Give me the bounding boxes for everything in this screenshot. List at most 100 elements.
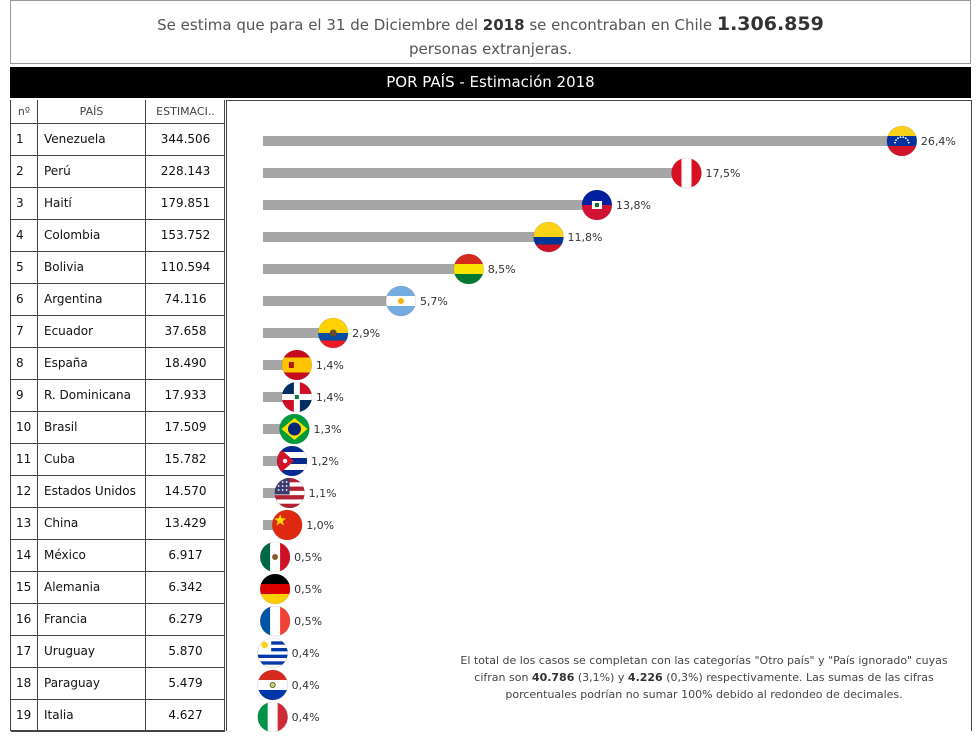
row-country: Estados Unidos (44, 484, 136, 498)
france-flag (260, 606, 291, 636)
table-row[interactable]: 14 México 6.917 (11, 540, 225, 572)
table-row[interactable]: 12 Estados Unidos 14.570 (11, 476, 225, 508)
table-row[interactable]: 2 Perú 228.143 (11, 156, 225, 188)
row-rank: 6 (16, 292, 24, 306)
table-row[interactable]: 3 Haití 179.851 (11, 188, 225, 220)
footnote-value-2: 4.226 (627, 671, 663, 684)
column-header-country[interactable]: PAÍS (38, 100, 145, 124)
row-estimate: 17.933 (164, 388, 207, 402)
row-estimate: 153.752 (160, 228, 211, 242)
china-flag (272, 510, 303, 540)
ecuador-flag (318, 318, 349, 348)
row-country: Ecuador (44, 324, 94, 338)
row-estimate: 14.570 (164, 484, 207, 498)
bar-chart-panel: 26,4% 17,5% 13,8% 11,8% 8,5% 5,7% 2,9% 1,4% 1,4%… (226, 100, 972, 733)
colombia-flag (533, 222, 564, 252)
row-country: Colombia (44, 228, 101, 242)
table-row[interactable]: 9 R. Dominicana 17.933 (11, 380, 225, 412)
table-row[interactable]: 17 Uruguay 5.870 (11, 636, 225, 668)
bar[interactable] (263, 232, 549, 242)
brazil-flag (279, 414, 310, 444)
flag-outline (581, 189, 613, 221)
bar[interactable] (263, 200, 597, 210)
row-country: Perú (44, 164, 71, 178)
bar[interactable] (263, 264, 469, 274)
flag-outline (259, 573, 291, 605)
table-row[interactable]: 15 Alemania 6.342 (11, 572, 225, 604)
data-label: 11,8% (568, 231, 603, 244)
column-header-rank[interactable]: nº (11, 100, 37, 124)
row-rank: 4 (16, 228, 24, 242)
flag-outline (259, 541, 291, 573)
row-estimate: 18.490 (164, 356, 207, 370)
row-rank: 13 (16, 516, 32, 530)
bar[interactable] (263, 360, 297, 370)
table-row[interactable]: 19 Italia 4.627 (11, 700, 225, 732)
data-label: 0,4% (292, 647, 320, 660)
spain-flag (281, 350, 312, 380)
flag-outline (279, 413, 310, 445)
row-rank: 2 (16, 164, 24, 178)
germany-flag (260, 574, 291, 604)
column-divider (37, 100, 38, 731)
data-label: 5,7% (420, 295, 448, 308)
flag-outline (671, 157, 702, 189)
row-estimate: 37.658 (164, 324, 207, 338)
bar[interactable] (263, 168, 687, 178)
footnote: El total de los casos se completan con l… (444, 652, 964, 703)
row-estimate: 344.506 (160, 132, 211, 146)
flag-outline (281, 381, 313, 413)
bar[interactable] (263, 424, 295, 434)
table-row[interactable]: 7 Ecuador 37.658 (11, 316, 225, 348)
row-rank: 11 (16, 452, 32, 466)
data-label: 0,4% (292, 679, 320, 692)
data-label: 1,3% (313, 423, 341, 436)
row-country: Francia (44, 612, 88, 626)
footnote-pct-2: (0,3%) (666, 671, 703, 684)
row-country: Venezuela (44, 132, 106, 146)
row-country: China (44, 516, 79, 530)
row-rank: 10 (16, 420, 32, 434)
bar[interactable] (263, 136, 902, 146)
chart-grid: nº PAÍS ESTIMACI.. 1 Venezuela 344.506 2 Per… (10, 100, 972, 733)
row-rank: 19 (16, 708, 32, 722)
table-row[interactable]: 6 Argentina 74.116 (11, 284, 225, 316)
row-estimate: 4.627 (168, 708, 203, 722)
haiti-flag (581, 190, 612, 220)
row-country: México (44, 548, 86, 562)
row-country: Alemania (44, 580, 101, 594)
flag-outline (281, 349, 313, 381)
table-row[interactable]: 11 Cuba 15.782 (11, 444, 225, 476)
mexico-flag (260, 542, 291, 572)
table-row[interactable]: 16 Francia 6.279 (11, 604, 225, 636)
row-estimate: 17.509 (164, 420, 207, 434)
summary-year: 2018 (482, 16, 525, 34)
column-header-estimate[interactable]: ESTIMACI.. (146, 100, 225, 124)
data-label: 17,5% (706, 167, 741, 180)
summary-total: 1.306.859 (716, 13, 824, 35)
paraguay-flag (257, 670, 288, 700)
table-row[interactable]: 13 China 13.429 (11, 508, 225, 540)
row-estimate: 110.594 (160, 260, 211, 274)
data-label: 0,5% (294, 583, 322, 596)
flag-outline (257, 637, 288, 669)
summary-text-mid: se encontraban en Chile (529, 16, 713, 34)
data-label: 8,5% (488, 263, 516, 276)
table-row[interactable]: 18 Paraguay 5.479 (11, 668, 225, 700)
row-rank: 15 (16, 580, 32, 594)
data-label: 0,4% (292, 711, 320, 724)
bar[interactable] (263, 392, 297, 402)
column-divider (145, 100, 146, 731)
table-row[interactable]: 5 Bolivia 110.594 (11, 252, 225, 284)
table-row[interactable]: 10 Brasil 17.509 (11, 412, 225, 444)
row-estimate: 5.870 (168, 644, 203, 658)
table-row[interactable]: 4 Colombia 153.752 (11, 220, 225, 252)
cuba-flag (277, 446, 308, 476)
row-country: España (44, 356, 88, 370)
table-row[interactable]: 1 Venezuela 344.506 (11, 124, 225, 156)
data-label: 0,5% (294, 615, 322, 628)
row-rank: 16 (16, 612, 32, 626)
bar[interactable] (263, 328, 334, 338)
table-row[interactable]: 8 España 18.490 (11, 348, 225, 380)
bar[interactable] (263, 296, 401, 306)
